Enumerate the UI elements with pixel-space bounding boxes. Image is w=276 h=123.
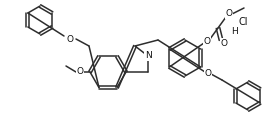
Text: O: O <box>76 68 84 77</box>
Text: Cl: Cl <box>238 17 248 27</box>
Text: N: N <box>145 52 151 61</box>
Text: O: O <box>225 9 232 18</box>
Text: O: O <box>203 37 211 46</box>
Text: H: H <box>231 28 237 37</box>
Text: O: O <box>67 34 73 44</box>
Text: O: O <box>205 69 211 78</box>
Text: O: O <box>221 38 227 47</box>
